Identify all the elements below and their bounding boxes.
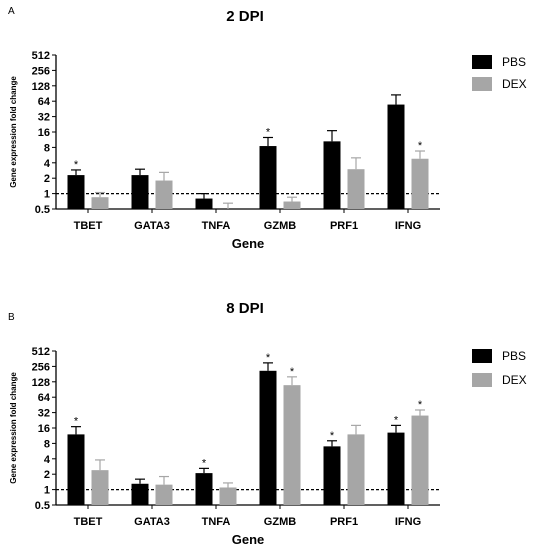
y-axis-label: Gene expression fold change [9,372,18,484]
bar-dex-prf1 [347,169,365,209]
chart-title: 8 DPI [226,300,264,317]
y-tick-label: 256 [32,65,50,77]
y-tick-label: 64 [38,392,51,404]
bar-pbs-ifng [387,432,405,505]
x-axis-label: Gene [232,532,265,547]
y-tick-label: 32 [38,408,50,420]
legend-label-pbs: PBS [502,349,526,363]
legend-swatch-pbs [472,55,492,69]
legend-swatch-pbs [472,349,492,363]
x-category-label: TNFA [202,220,231,232]
panel-letter: B [8,312,15,323]
bar-pbs-gzmb [259,146,277,209]
significance-marker: * [266,352,271,364]
bar-dex-gzmb [283,385,301,505]
bar-dex-prf1 [347,434,365,505]
x-category-label: GZMB [264,516,296,528]
bar-dex-tnfa [219,487,237,505]
y-tick-label: 4 [44,454,51,466]
x-category-label: PRF1 [330,220,358,232]
y-axis-label: Gene expression fold change [9,76,18,188]
chart-panel-b: B 8 DPI 0.5 1 2 4 8 16 32 64 128 256 512 * TBET GATA3 * T… [8,300,527,547]
y-tick-label: 64 [38,96,51,108]
bar-pbs-tnfa [195,473,213,505]
y-tick-label: 512 [32,346,50,358]
legend-label-dex: DEX [502,77,527,91]
significance-marker: * [74,416,79,428]
y-tick-label: 256 [32,361,50,373]
legend-swatch-dex [472,77,492,91]
x-category-label: PRF1 [330,516,358,528]
legend: PBS DEX [472,349,527,387]
legend-label-dex: DEX [502,373,527,387]
bar-pbs-tnfa [195,198,213,209]
y-tick-label: 16 [38,127,50,139]
y-tick-label: 1 [44,189,50,201]
significance-marker: * [202,457,207,469]
y-tick-label: 32 [38,112,50,124]
x-category-label: TBET [74,516,103,528]
legend-label-pbs: PBS [502,55,526,69]
y-tick-label: 128 [32,377,50,389]
y-tick-label: 0.5 [35,500,50,512]
bar-dex-tbet [91,470,109,505]
y-tick-label: 8 [44,438,50,450]
y-tick-label: 2 [44,469,50,481]
x-category-label: GATA3 [134,220,170,232]
x-category-label: GZMB [264,220,296,232]
bar-dex-ifng [411,415,429,505]
bar-pbs-ifng [387,104,405,209]
bar-pbs-gzmb [259,370,277,505]
panel-letter: A [8,6,15,17]
bar-dex-ifng [411,158,429,209]
bar-dex-tbet [91,197,109,209]
x-category-label: IFNG [395,220,421,232]
chart-title: 2 DPI [226,8,264,25]
y-tick-label: 4 [44,158,51,170]
bar-pbs-tbet [67,434,85,505]
bar-pbs-prf1 [323,141,341,209]
y-tick-label: 16 [38,423,50,435]
y-tick-label: 0.5 [35,204,50,216]
x-category-label: IFNG [395,516,421,528]
bar-pbs-tbet [67,175,85,209]
significance-marker: * [394,414,399,426]
legend-swatch-dex [472,373,492,387]
chart-panel-a: A 2 DPI 0.5 1 2 4 8 16 32 64 128 256 512 * TBET GATA3 TN… [8,6,527,251]
y-tick-label: 1 [44,485,50,497]
x-category-label: TBET [74,220,103,232]
y-tick-label: 512 [32,50,50,62]
x-axis-label: Gene [232,236,265,251]
significance-marker: * [290,366,295,378]
bar-pbs-prf1 [323,446,341,505]
x-category-label: GATA3 [134,516,170,528]
bar-pbs-gata3 [131,175,149,209]
y-tick-label: 8 [44,142,50,154]
legend: PBS DEX [472,55,527,91]
significance-marker: * [266,126,271,138]
significance-marker: * [418,140,423,152]
x-category-label: TNFA [202,516,231,528]
bar-pbs-gata3 [131,483,149,505]
significance-marker: * [74,159,79,171]
bar-dex-gata3 [155,180,173,209]
bar-dex-gzmb [283,201,301,209]
significance-marker: * [418,399,423,411]
significance-marker: * [330,430,335,442]
y-tick-label: 128 [32,81,50,93]
bar-dex-gata3 [155,484,173,505]
y-tick-label: 2 [44,173,50,185]
